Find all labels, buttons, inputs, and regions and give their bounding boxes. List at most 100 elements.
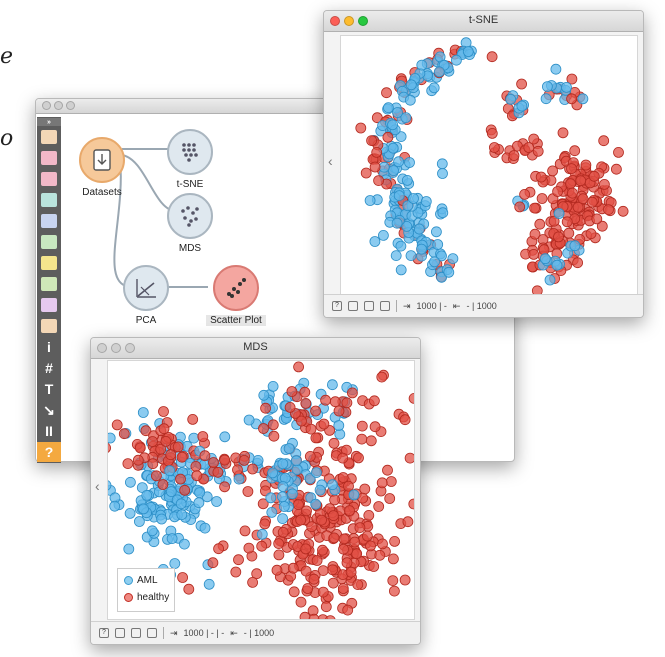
- point-healthy: [535, 171, 547, 183]
- toolbox-category-scatter[interactable]: [37, 148, 61, 168]
- point-healthy: [301, 505, 312, 517]
- point-healthy: [528, 248, 540, 260]
- close-button[interactable]: [42, 101, 51, 110]
- point-healthy: [287, 562, 299, 574]
- datasets-icon: [79, 137, 125, 183]
- point-healthy: [360, 167, 372, 179]
- save-icon[interactable]: [348, 301, 358, 311]
- point-healthy: [389, 535, 401, 547]
- hash-icon[interactable]: #: [45, 360, 53, 376]
- point-aml: [265, 492, 277, 504]
- widget-mds[interactable]: MDS: [166, 193, 214, 254]
- point-healthy: [376, 371, 388, 383]
- point-aml: [252, 455, 264, 466]
- point-aml: [436, 158, 448, 170]
- point-aml: [395, 240, 407, 252]
- point-healthy: [399, 414, 411, 426]
- chevron-left-icon[interactable]: ‹: [95, 478, 100, 494]
- point-healthy: [344, 505, 355, 517]
- visual-settings-icon[interactable]: [147, 628, 157, 638]
- toolbox-category-tree[interactable]: [37, 169, 61, 189]
- minimize-button[interactable]: [54, 101, 63, 110]
- minimize-button[interactable]: [344, 16, 354, 26]
- point-healthy: [317, 565, 329, 577]
- point-healthy: [617, 205, 629, 217]
- point-aml: [133, 516, 145, 527]
- help-icon[interactable]: ?: [332, 301, 342, 311]
- toolbox-category-bar[interactable]: [37, 295, 61, 315]
- close-button[interactable]: [97, 343, 107, 353]
- minimize-button[interactable]: [111, 343, 121, 353]
- point-healthy: [320, 601, 332, 613]
- point-healthy: [523, 142, 535, 153]
- toolbox-category-text-a[interactable]: [37, 274, 61, 294]
- point-healthy: [242, 486, 254, 497]
- point-aml: [416, 59, 428, 71]
- point-healthy: [219, 454, 231, 466]
- save-icon[interactable]: [115, 628, 125, 638]
- point-healthy: [343, 480, 354, 492]
- mds-status-bar: ? ⇥ 1000 | - | - ⇤ - | 1000: [91, 621, 420, 644]
- point-healthy: [333, 405, 345, 417]
- point-healthy: [534, 218, 546, 230]
- toolbox-category-table[interactable]: [37, 127, 61, 147]
- zoom-button[interactable]: [125, 343, 135, 353]
- arrow-icon[interactable]: ↘: [43, 401, 55, 418]
- zoom-button[interactable]: [358, 16, 368, 26]
- point-healthy: [373, 175, 384, 187]
- point-healthy: [569, 145, 581, 157]
- network-icon: [41, 214, 57, 228]
- widget-pca[interactable]: PCA: [122, 265, 170, 326]
- widget-scatter-plot[interactable]: Scatter Plot: [206, 265, 266, 326]
- info-icon[interactable]: i: [47, 339, 51, 355]
- report-icon[interactable]: [364, 301, 374, 311]
- legend[interactable]: AML healthy: [117, 568, 175, 612]
- toolbox-category-graduation-cap[interactable]: [37, 316, 61, 336]
- point-healthy: [387, 553, 399, 565]
- widget-tsne[interactable]: t-SNE: [166, 129, 214, 190]
- point-aml: [437, 207, 449, 219]
- point-healthy: [519, 188, 531, 200]
- point-healthy: [219, 481, 230, 493]
- point-healthy: [577, 193, 589, 205]
- window-title: MDS: [243, 341, 268, 353]
- point-aml: [561, 82, 572, 93]
- help-icon[interactable]: ?: [37, 442, 61, 462]
- point-aml: [364, 195, 376, 206]
- point-healthy: [603, 204, 614, 216]
- point-healthy: [132, 454, 144, 466]
- grid-icon: [41, 193, 57, 207]
- toolbox-category-image[interactable]: [37, 253, 61, 273]
- point-healthy: [346, 387, 358, 399]
- point-healthy: [238, 455, 250, 466]
- toolbox-category-grid[interactable]: [37, 190, 61, 210]
- toolbox-category-network[interactable]: [37, 211, 61, 231]
- widget-datasets[interactable]: Datasets: [78, 137, 126, 198]
- legend-swatch: [124, 593, 133, 602]
- pause-icon[interactable]: II: [45, 423, 53, 439]
- legend-label: healthy: [137, 592, 170, 603]
- point-healthy: [516, 78, 528, 90]
- point-healthy: [176, 451, 188, 463]
- point-aml: [451, 54, 462, 66]
- widget-label: PCA: [135, 315, 157, 326]
- point-healthy: [328, 437, 340, 449]
- point-healthy: [388, 585, 400, 597]
- point-aml: [194, 487, 205, 499]
- point-healthy: [317, 586, 329, 598]
- help-icon[interactable]: ?: [99, 628, 109, 638]
- point-healthy: [338, 543, 349, 555]
- close-button[interactable]: [330, 16, 340, 26]
- text-tool-icon[interactable]: T: [44, 381, 54, 397]
- toolbox-category-shovel[interactable]: [37, 232, 61, 252]
- point-healthy: [302, 583, 314, 594]
- point-aml: [541, 81, 553, 92]
- report-icon[interactable]: [131, 628, 141, 638]
- zoom-button[interactable]: [66, 101, 75, 110]
- toolbox-collapse[interactable]: »: [37, 118, 61, 126]
- tsne-plot-area[interactable]: [340, 35, 638, 297]
- chevron-left-icon[interactable]: ‹: [328, 153, 333, 169]
- widget-label: MDS: [178, 243, 202, 254]
- visual-settings-icon[interactable]: [380, 301, 390, 311]
- point-healthy: [557, 127, 569, 139]
